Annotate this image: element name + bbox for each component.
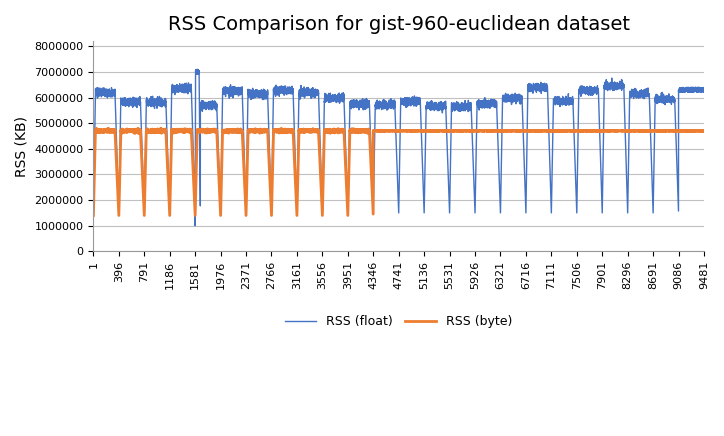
RSS (float) bbox=[371, 130, 379, 136]
RSS (byte) bbox=[691, 128, 700, 133]
Line: RSS (byte): RSS (byte) bbox=[93, 128, 704, 215]
RSS (float) bbox=[193, 67, 202, 72]
RSS (byte) bbox=[472, 128, 481, 133]
RSS (float) bbox=[472, 140, 481, 145]
Line: RSS (float): RSS (float) bbox=[93, 69, 704, 226]
RSS (byte) bbox=[371, 128, 379, 133]
RSS (byte) bbox=[277, 126, 286, 131]
Y-axis label: RSS (KB): RSS (KB) bbox=[15, 116, 29, 177]
Legend: RSS (float), RSS (byte): RSS (float), RSS (byte) bbox=[279, 310, 518, 334]
RSS (byte) bbox=[500, 128, 509, 133]
RSS (byte) bbox=[526, 128, 535, 133]
RSS (byte) bbox=[699, 128, 708, 133]
RSS (float) bbox=[691, 88, 700, 93]
RSS (byte) bbox=[624, 128, 633, 133]
Title: RSS Comparison for gist-960-euclidean dataset: RSS Comparison for gist-960-euclidean da… bbox=[168, 15, 630, 34]
RSS (float) bbox=[89, 210, 98, 215]
RSS (float) bbox=[624, 164, 633, 170]
RSS (float) bbox=[190, 223, 199, 228]
RSS (float) bbox=[501, 98, 510, 103]
RSS (byte) bbox=[89, 213, 98, 218]
RSS (float) bbox=[699, 86, 708, 91]
RSS (float) bbox=[526, 85, 535, 90]
